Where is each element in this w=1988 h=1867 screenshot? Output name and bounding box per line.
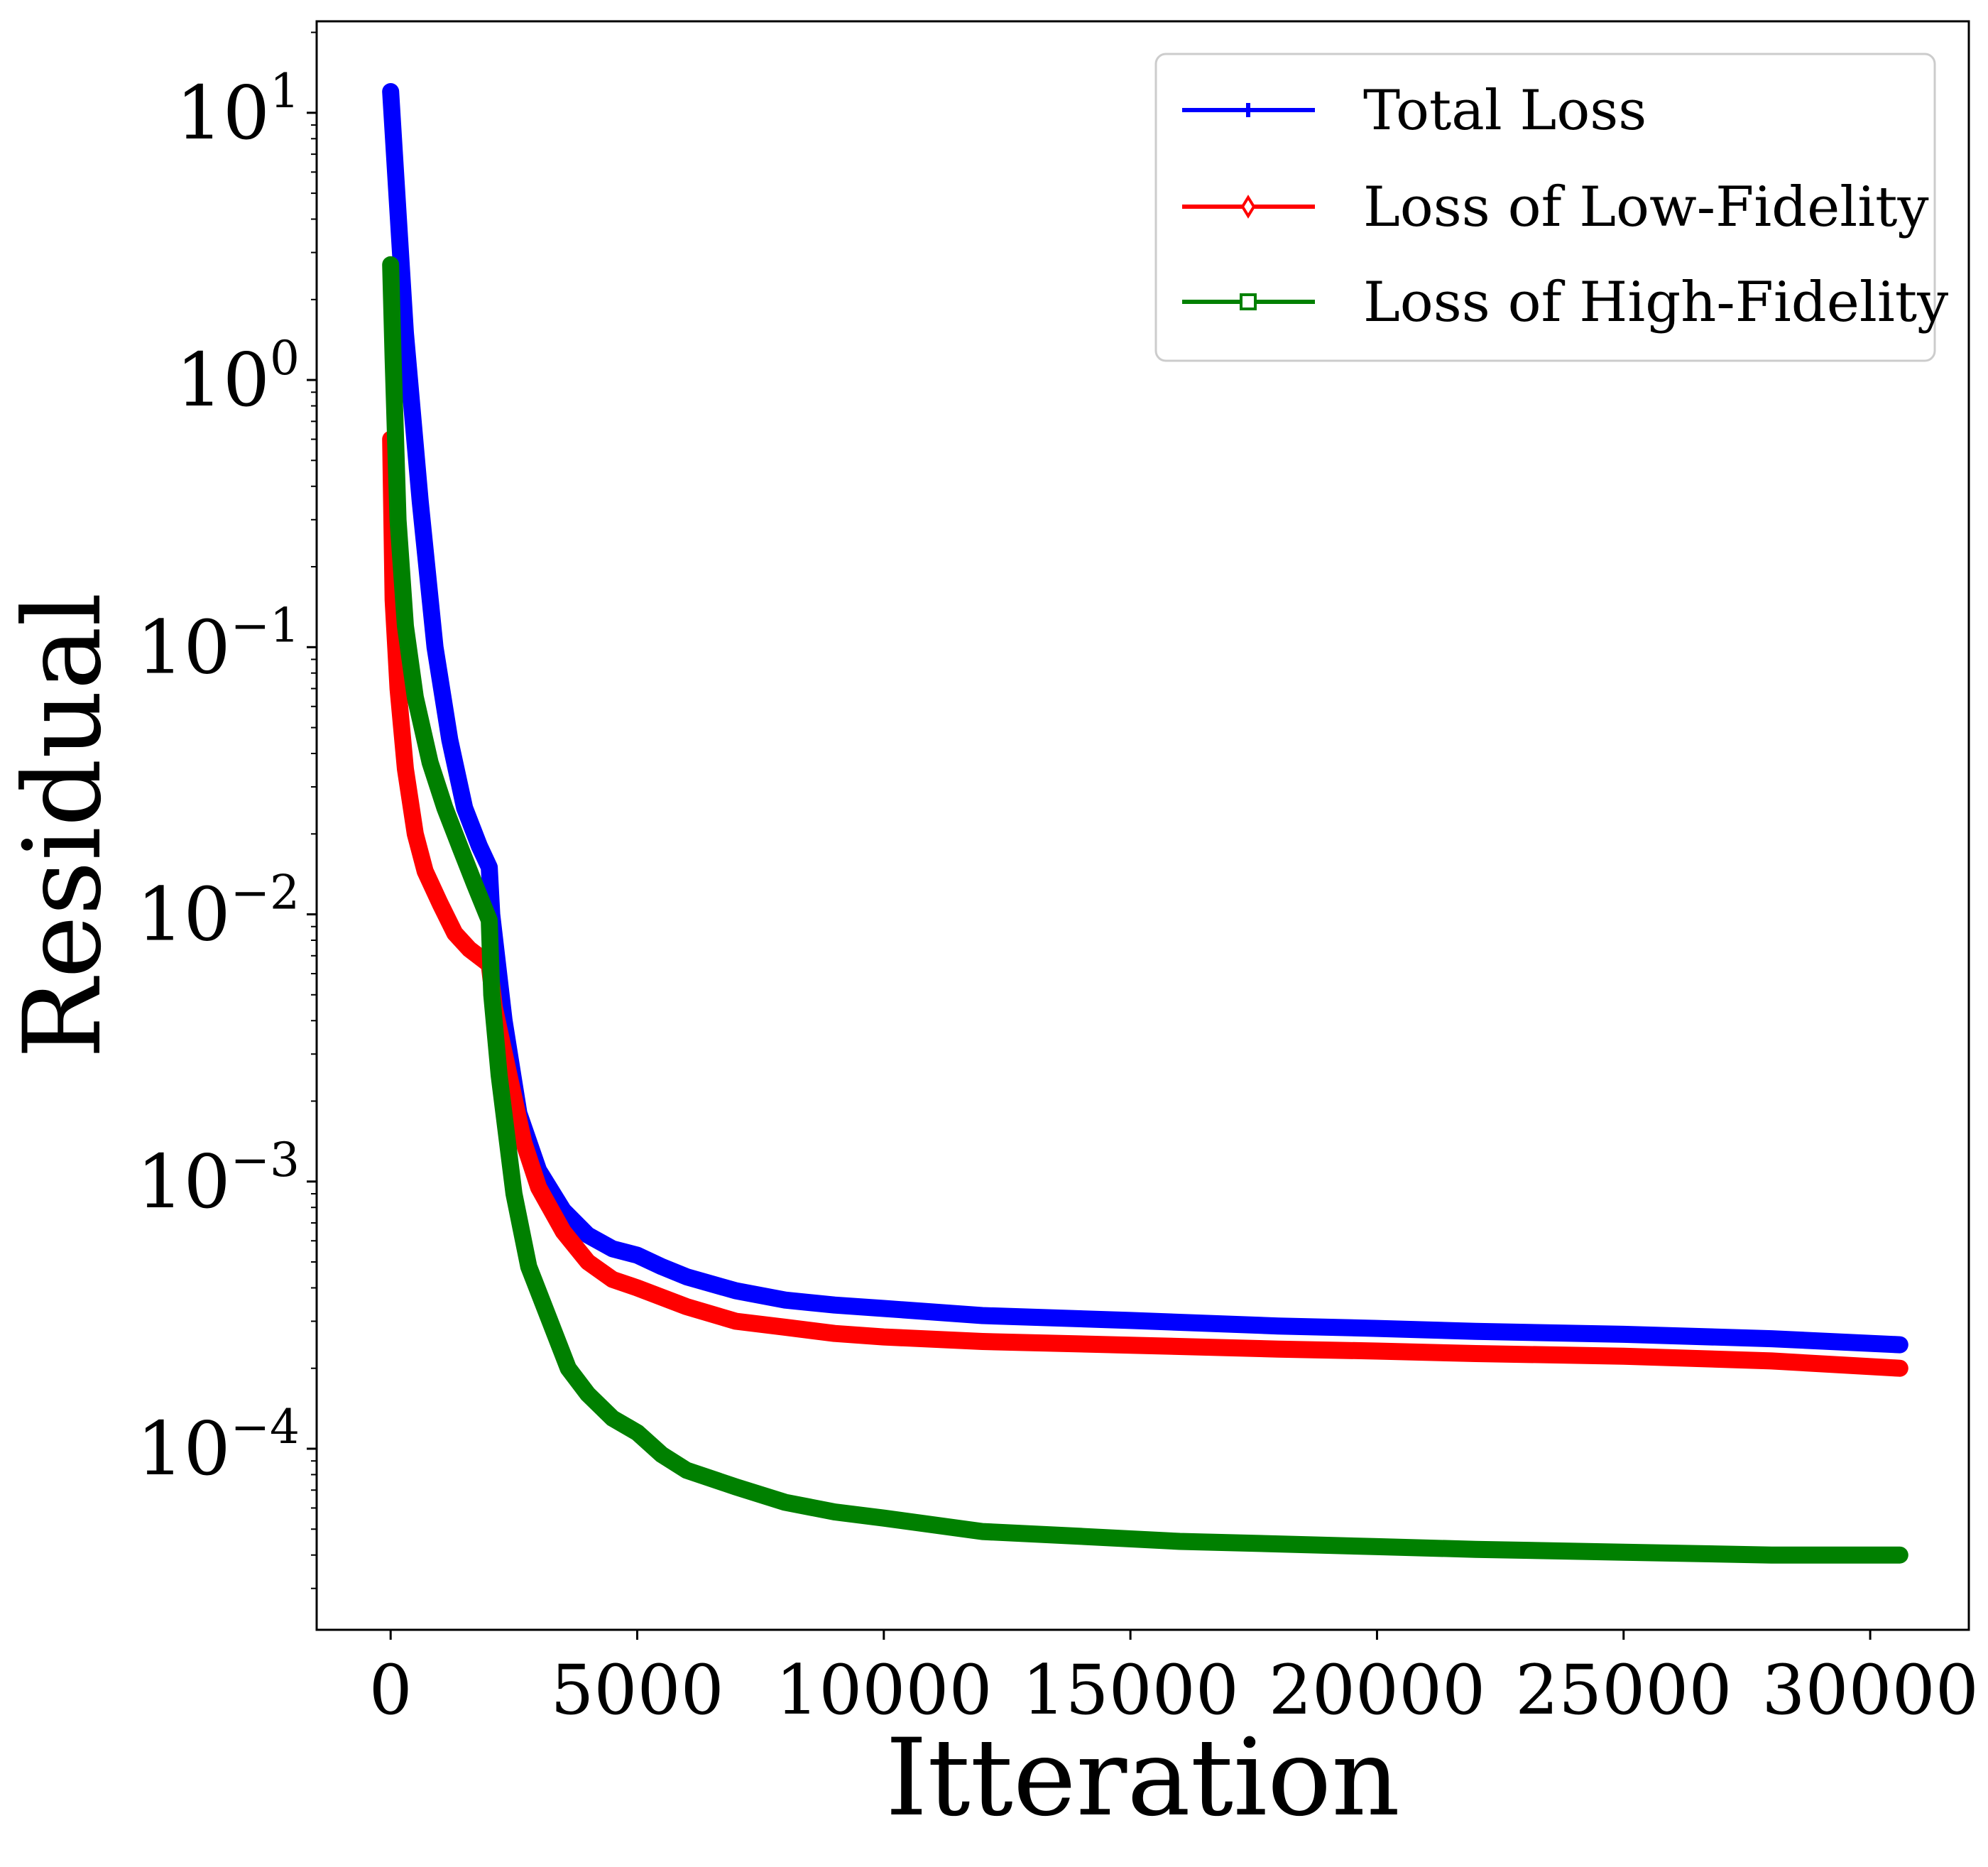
- x-axis-title: Itteration: [885, 1716, 1400, 1840]
- y-tick-label: 10−3: [136, 1133, 300, 1225]
- x-tick-label: 5000: [550, 1650, 723, 1730]
- x-tick-label: 20000: [1269, 1650, 1485, 1730]
- legend: Total Loss Loss of Low-Fidelity Loss of Hi…: [1154, 53, 1948, 362]
- x-tick-label: 0: [369, 1650, 413, 1730]
- legend-box: [1154, 53, 1936, 362]
- x-tick-label: 15000: [1022, 1650, 1238, 1730]
- y-tick-label: 100: [176, 331, 300, 423]
- y-tick-label: 10−1: [136, 598, 300, 690]
- series-line-3: [382, 256, 1908, 1564]
- y-axis-title: Residual: [1, 592, 125, 1059]
- legend-label-3: Loss of High-Fidelity: [1363, 271, 1948, 334]
- legend-label-1: Total Loss: [1363, 79, 1646, 143]
- legend-label-2: Loss of Low-Fidelity: [1363, 175, 1929, 239]
- x-axis-ticks: 0 5000 10000 15000 20000 25000 30000: [369, 1630, 1979, 1730]
- series-layer: [382, 83, 1908, 1564]
- y-tick-label: 10−2: [136, 866, 300, 958]
- legend-items: Total Loss Loss of Low-Fidelity Loss of Hi…: [1182, 79, 1948, 334]
- legend-marker-diamond: [1240, 195, 1256, 219]
- x-tick-label: 10000: [775, 1650, 992, 1730]
- y-tick-label: 101: [176, 64, 300, 156]
- x-tick-label: 25000: [1515, 1650, 1732, 1730]
- y-tick-label: 10−4: [136, 1400, 300, 1492]
- x-tick-label: 30000: [1762, 1650, 1978, 1730]
- series-line-2: [382, 430, 1908, 1377]
- series-line-1: [382, 83, 1908, 1354]
- legend-marker-square: [1240, 293, 1257, 310]
- plot-frame: [315, 20, 1970, 1631]
- y-axis-ticks: 101 100 10−1 10−2 10−3 10−4: [136, 31, 317, 1589]
